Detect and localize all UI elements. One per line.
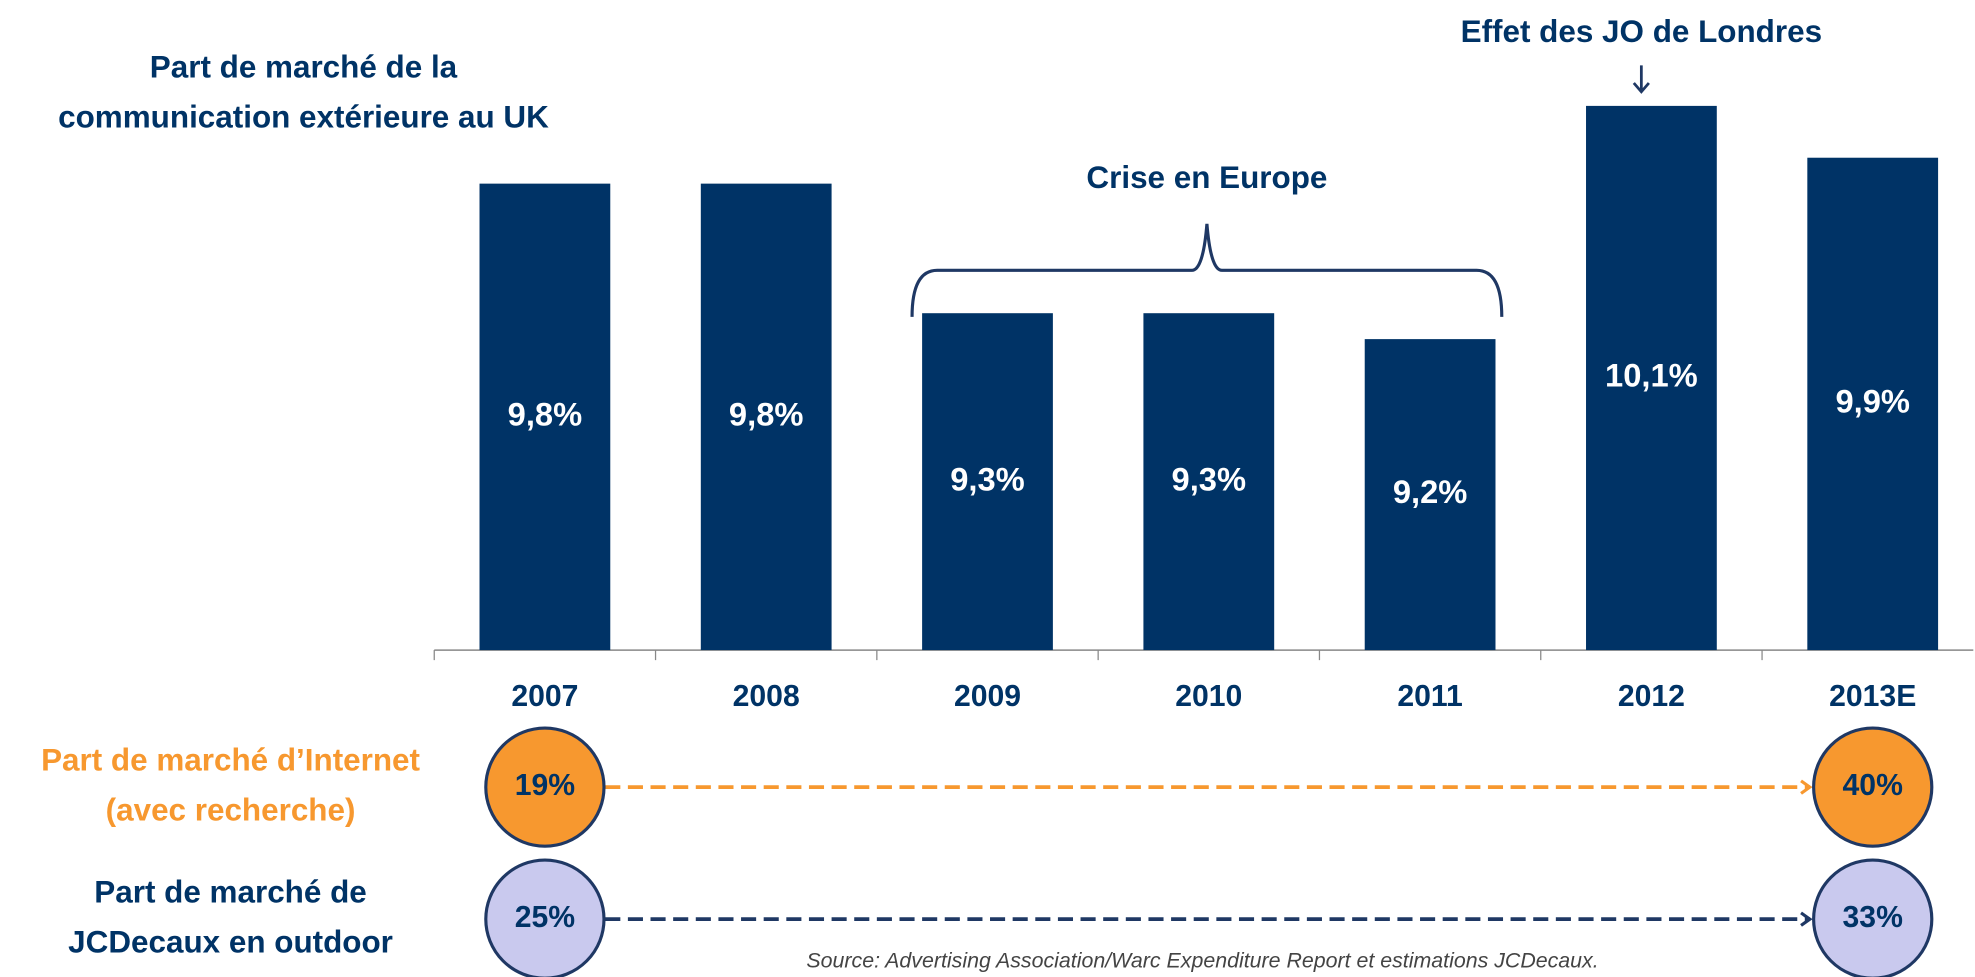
x-tick-label: 2013E — [1829, 680, 1916, 713]
share-circle — [484, 858, 606, 977]
bar — [479, 183, 611, 651]
bar — [1364, 339, 1496, 651]
x-tick-label: 2008 — [733, 680, 800, 713]
share-label: 19% — [515, 769, 576, 802]
value-label: 9,3% — [950, 460, 1025, 497]
annotation: Crise en Europe — [1086, 160, 1327, 195]
arrow — [1632, 65, 1650, 94]
share-circle — [1812, 726, 1934, 848]
value-label: 9,8% — [729, 395, 804, 432]
share-label: 25% — [515, 901, 576, 934]
row-label: (avec recherche) — [106, 793, 356, 828]
row-label: Part de marché de — [94, 874, 366, 909]
bar — [1586, 105, 1717, 651]
x-tick-label: 2009 — [954, 680, 1021, 713]
x-tick-label: 2011 — [1397, 680, 1462, 713]
value-label: 9,8% — [508, 395, 583, 432]
value-label: 9,3% — [1172, 460, 1247, 497]
share-label: 33% — [1843, 901, 1904, 934]
value-label: 9,2% — [1393, 473, 1468, 510]
value-label: 9,9% — [1835, 383, 1910, 420]
x-tick-label: 2007 — [511, 680, 578, 713]
x-tick-label: 2012 — [1618, 680, 1685, 713]
share-label: 40% — [1843, 769, 1904, 802]
row-label: Part de marché d’Internet — [41, 742, 420, 777]
chart-title: communication extérieure au UK — [58, 100, 549, 135]
brace — [910, 223, 1504, 317]
value-label: 10,1% — [1605, 357, 1698, 394]
source: Source: Advertising Association/Warc Exp… — [806, 949, 1598, 973]
bar — [922, 313, 1053, 651]
row-label: JCDecaux en outdoor — [68, 925, 393, 960]
annotation: Effet des JO de Londres — [1461, 14, 1822, 49]
share-circle — [484, 726, 606, 848]
x-tick-label: 2010 — [1175, 680, 1242, 713]
chart-title: Part de marché de la — [150, 49, 458, 84]
share-circle — [1812, 858, 1934, 977]
bar — [1807, 157, 1939, 651]
bar — [1143, 313, 1275, 651]
bar — [700, 183, 832, 651]
